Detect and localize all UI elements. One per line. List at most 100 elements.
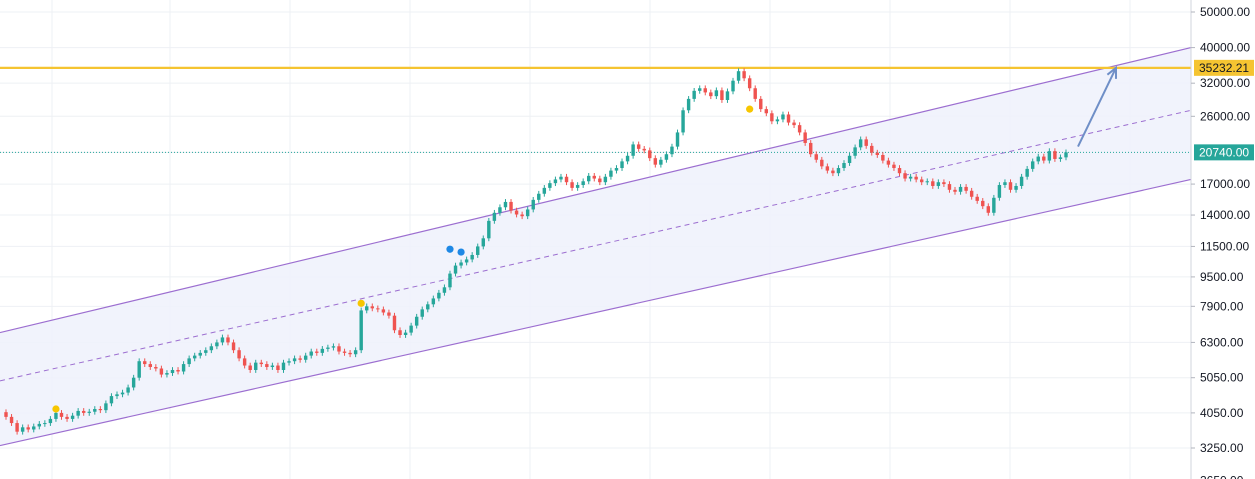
price-axis-panel xyxy=(1191,0,1255,479)
candle-body xyxy=(703,88,707,93)
candle-body xyxy=(104,403,108,411)
candle-body xyxy=(653,158,658,165)
candle-body xyxy=(315,351,319,353)
candle-body xyxy=(359,310,363,351)
candle-body xyxy=(376,308,380,310)
candle-body xyxy=(842,163,846,169)
candle-body xyxy=(581,181,585,186)
candle-body xyxy=(770,113,774,122)
candle-body xyxy=(575,185,580,188)
candle-body xyxy=(309,351,313,356)
candle-body xyxy=(20,427,25,432)
candle-body xyxy=(131,377,136,388)
candle-body xyxy=(409,325,413,333)
candle-body xyxy=(248,365,252,370)
candle-body xyxy=(847,155,852,164)
candle-body xyxy=(908,176,913,179)
candle-body xyxy=(426,304,430,310)
candle-body xyxy=(747,78,752,89)
candle-body xyxy=(792,122,796,126)
candle-body xyxy=(476,246,480,255)
candle-body xyxy=(87,411,91,413)
marker-circle xyxy=(357,299,365,307)
candle-body xyxy=(1064,152,1068,158)
candle-body xyxy=(370,306,374,309)
y-tick-label: 9500.00 xyxy=(1200,270,1244,284)
candle-body xyxy=(32,426,36,430)
candle-body xyxy=(969,190,974,197)
candle-body xyxy=(448,273,452,288)
candle-body xyxy=(914,176,918,180)
marker-circle xyxy=(52,405,60,413)
candle-body xyxy=(975,196,979,201)
candle-body xyxy=(953,189,957,192)
candle-body xyxy=(531,199,535,210)
candle-body xyxy=(481,238,485,247)
channel-middle-line[interactable] xyxy=(0,109,1192,382)
candle-body xyxy=(686,98,691,111)
y-tick-label: 11500.00 xyxy=(1200,239,1249,253)
candle-body xyxy=(109,396,114,404)
candle-body xyxy=(503,201,508,208)
candle-body xyxy=(4,412,8,417)
candle-body xyxy=(237,350,241,359)
candle-body xyxy=(337,346,341,352)
candle-body xyxy=(809,142,813,155)
candle-body xyxy=(154,367,158,369)
channel-lower-line[interactable] xyxy=(0,178,1192,447)
candle-body xyxy=(620,161,624,169)
candle-body xyxy=(59,412,64,417)
candle-body xyxy=(803,132,807,143)
candle-body xyxy=(509,201,513,211)
last-price-label: 20740.00 xyxy=(1199,145,1249,159)
candle-body xyxy=(487,220,491,239)
candle-body xyxy=(797,125,802,133)
candle-body xyxy=(353,350,358,355)
channel-upper-line[interactable] xyxy=(0,47,1192,334)
marker-circle xyxy=(746,105,754,113)
candle-body xyxy=(664,154,669,160)
candle-body xyxy=(553,179,558,184)
projection-arrow-line[interactable] xyxy=(1077,67,1117,148)
candle-body xyxy=(997,185,1002,198)
last-price-tag[interactable] xyxy=(1194,144,1254,161)
candle-body xyxy=(209,346,214,351)
y-tick-label: 5050.00 xyxy=(1200,371,1244,385)
horizontal-level-tag[interactable] xyxy=(1194,59,1254,76)
candle-body xyxy=(903,173,907,179)
candle-body xyxy=(93,409,97,412)
candle-body xyxy=(76,410,80,416)
candle-body xyxy=(537,193,541,200)
candle-body xyxy=(120,392,125,395)
candle-body xyxy=(864,139,868,146)
candle-body xyxy=(1003,182,1007,186)
candle-body xyxy=(725,91,730,100)
projection-arrow-head xyxy=(1106,65,1118,79)
candle-body xyxy=(692,90,696,99)
candle-body xyxy=(925,181,929,183)
candle-body xyxy=(331,346,336,348)
candle-body xyxy=(764,109,769,114)
candle-body xyxy=(1019,176,1024,186)
candle-body xyxy=(542,187,547,194)
candle-body xyxy=(459,262,463,266)
candle-body xyxy=(220,337,225,343)
candle-body xyxy=(392,315,397,331)
candle-body xyxy=(814,154,818,160)
candle-body xyxy=(659,159,663,165)
candle-body xyxy=(98,409,103,411)
candle-body xyxy=(348,352,352,355)
candle-body xyxy=(525,209,530,217)
candle-body xyxy=(431,298,436,305)
candle-body xyxy=(398,330,402,336)
candle-body xyxy=(642,148,646,151)
y-tick-label: 40000.00 xyxy=(1200,41,1250,55)
y-tick-label: 4050.00 xyxy=(1200,406,1244,420)
candle-body xyxy=(514,210,519,215)
candle-body xyxy=(825,166,830,171)
candle-body xyxy=(204,350,208,353)
candle-body xyxy=(681,110,685,133)
candle-body xyxy=(947,184,952,190)
